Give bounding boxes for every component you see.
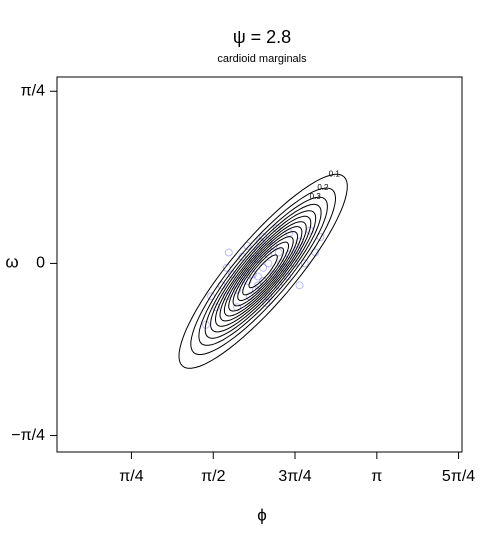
y-tick-label: 0 <box>36 255 45 272</box>
data-point <box>262 298 271 307</box>
contour-line <box>214 215 312 327</box>
contour-line <box>210 210 317 333</box>
contour-label: 0.3 <box>310 192 322 201</box>
y-tick-label: −π/4 <box>11 427 45 444</box>
data-point <box>212 303 221 312</box>
contour-label: 0.2 <box>317 183 329 192</box>
y-tick-label: π/4 <box>21 82 45 99</box>
data-point <box>264 259 273 268</box>
data-point <box>243 241 252 250</box>
data-point <box>259 276 268 285</box>
x-tick-label: π/2 <box>201 468 225 485</box>
chart-title: ψ = 2.8 <box>233 27 291 47</box>
data-point <box>300 259 309 268</box>
contour-line <box>237 241 289 301</box>
data-point <box>248 270 257 279</box>
data-point <box>295 281 304 290</box>
contour-line <box>223 226 303 317</box>
contour-line <box>219 221 307 322</box>
contour-line <box>242 247 285 296</box>
x-axis-label: ϕ <box>257 505 267 524</box>
contour-line <box>198 196 328 346</box>
chart-subtitle: cardioid marginals <box>217 53 307 65</box>
x-tick-label: π <box>371 468 382 485</box>
contour-line <box>204 203 322 339</box>
contour-line <box>232 236 294 307</box>
x-tick-label: π/4 <box>119 468 143 485</box>
data-point <box>233 285 242 294</box>
data-point <box>274 248 283 257</box>
data-point <box>253 272 262 281</box>
contour-line <box>228 231 299 312</box>
contour-line <box>190 187 337 355</box>
data-point <box>201 320 210 329</box>
plot-frame <box>56 76 463 453</box>
contour-line <box>248 254 278 289</box>
x-tick-label: 3π/4 <box>278 468 311 485</box>
data-point <box>253 281 262 290</box>
data-point <box>259 233 268 242</box>
data-point <box>233 303 242 312</box>
data-point <box>295 237 304 246</box>
data-point <box>224 248 233 257</box>
y-axis-label: ω <box>5 252 18 271</box>
contour-line <box>178 173 348 369</box>
x-tick-label: 5π/4 <box>442 468 475 485</box>
contour-label: 0.1 <box>329 170 341 179</box>
